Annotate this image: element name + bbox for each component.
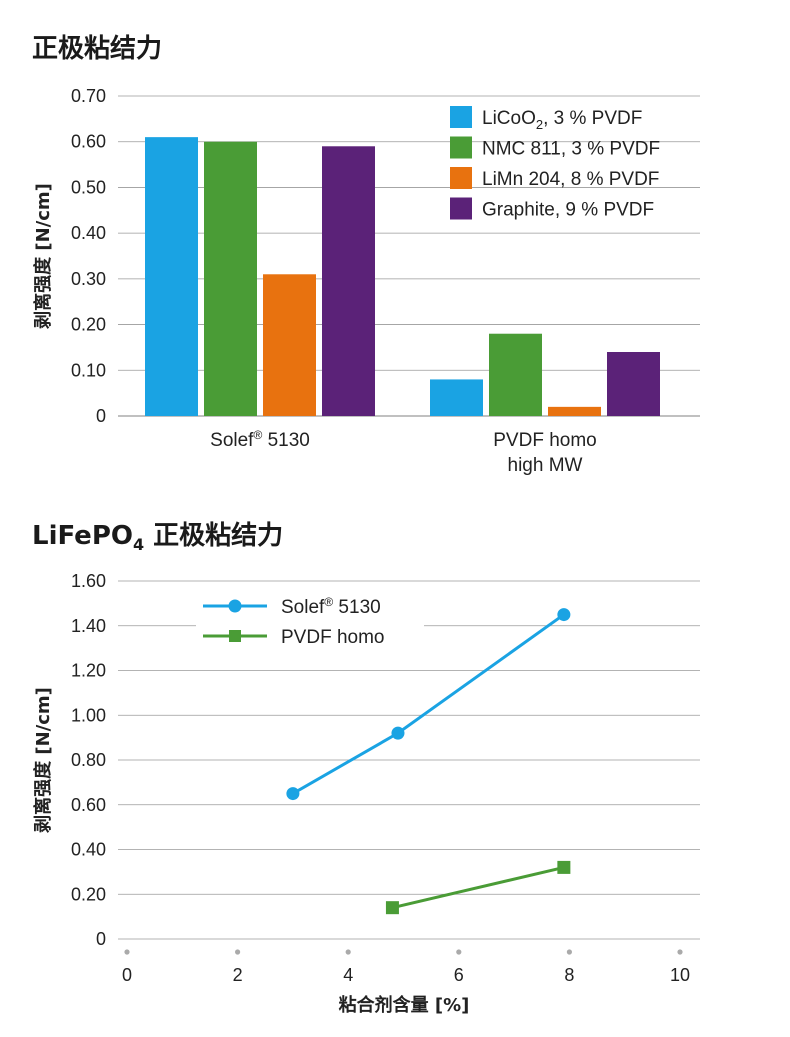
y-tick-label: 0.20 [71,884,106,904]
legend-label-1: PVDF homo [281,627,384,648]
legend-label-0: LiCoO2, 3 % PVDF [482,108,642,132]
x-axis-label: 粘合剂含量 [%] [339,994,470,1016]
x-tick-dot [124,949,130,955]
bar-1-0 [204,141,257,416]
series-line-1 [392,865,565,910]
y-tick-label: 0.40 [71,840,106,860]
y-tick-label: 0.30 [71,269,106,289]
bar-0-1 [430,379,483,416]
y-tick-label: 0.80 [71,750,106,770]
data-point-0-1 [391,726,405,740]
x-tick-dot [456,949,462,955]
y-tick-label: 0 [96,929,106,949]
y-tick-label: 0.40 [71,223,106,243]
legend-marker-1 [229,630,241,642]
x-tick-dot [235,949,241,955]
x-tick-dot [345,949,351,955]
chart-title-lifepo4-adhesion: LiFePO4 正极粘结力 [32,521,284,555]
legend-label-1: NMC 811, 3 % PVDF [482,139,660,160]
x-tick-label: 6 [454,965,464,985]
legend-swatch-1 [450,136,472,159]
legend-label-0: Solef® 5130 [281,595,381,618]
x-tick-label: 4 [343,965,353,985]
bar-0-0 [145,137,198,416]
legend-label-2: LiMn 204, 8 % PVDF [482,169,659,190]
y-tick-label: 1.00 [71,705,106,725]
x-tick-label: 0 [122,965,132,985]
y-tick-label: 0.60 [71,132,106,152]
category-label: PVDF homo [493,430,596,451]
data-point-1-0 [385,901,399,915]
data-point-1-1 [557,860,571,874]
legend-swatch-3 [450,197,472,220]
x-tick-label: 8 [564,965,574,985]
bar-2-0 [263,274,316,416]
x-tick-dot [566,949,573,955]
bar-3-1 [607,352,660,416]
data-point-0-0 [286,787,300,801]
y-axis-label: 剥离强度 [N/cm] [32,687,54,833]
legend-swatch-2 [450,167,472,189]
y-tick-label: 0.50 [71,177,106,197]
legend-label-3: Graphite, 9 % PVDF [482,200,654,221]
y-tick-label: 1.60 [71,571,106,591]
y-tick-label: 0.70 [71,86,106,106]
y-tick-label: 0.20 [71,315,106,335]
y-tick-label: 1.20 [71,661,106,681]
legend-marker-0 [228,599,242,613]
y-tick-label: 1.40 [71,616,106,636]
category-label: Solef® 5130 [210,428,310,451]
y-tick-label: 0.60 [71,795,106,815]
bar-3-0 [322,146,375,417]
bar-2-1 [548,406,601,416]
bar-1-1 [489,333,542,416]
legend-swatch-0 [450,106,472,128]
x-tick-label: 10 [670,965,690,985]
category-label-line2: high MW [508,455,583,476]
data-point-0-2 [557,608,571,622]
y-tick-label: 0.10 [71,360,106,380]
chart-title-cathode-adhesion: 正极粘结力 [32,34,163,64]
y-tick-label: 0 [96,406,106,426]
x-tick-dot [677,949,683,955]
x-tick-label: 2 [233,965,243,985]
y-axis-label: 剥离强度 [N/cm] [32,183,54,329]
